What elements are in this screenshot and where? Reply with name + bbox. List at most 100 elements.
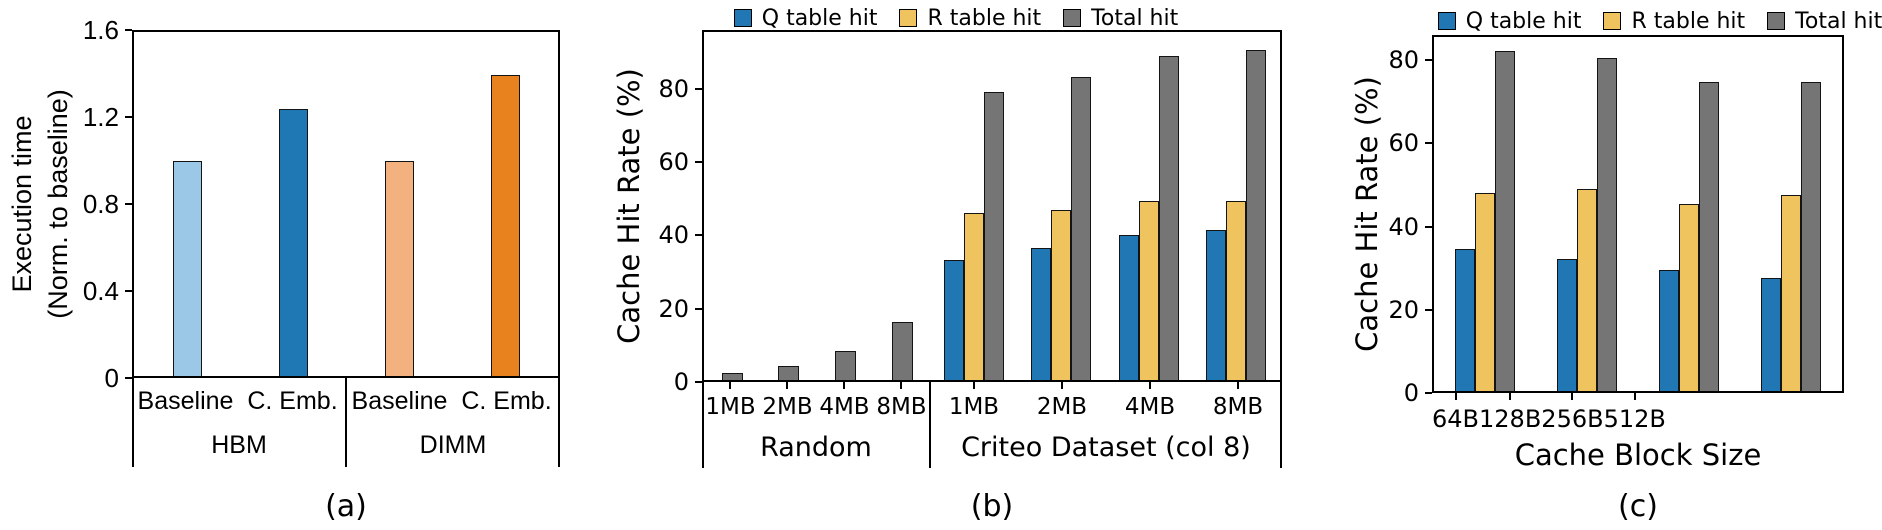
y-tick-mark bbox=[125, 29, 132, 31]
divider-line bbox=[928, 382, 931, 468]
y-tick-label: 1.6 bbox=[82, 15, 119, 45]
x-category-section: 1MB 2MB 4MB 8MB bbox=[930, 382, 1282, 420]
y-tick-mark bbox=[1425, 225, 1432, 228]
x-tick-label: 2MB bbox=[762, 394, 813, 420]
x-tick: 64B bbox=[1432, 393, 1479, 433]
group-label-hbm: HBM bbox=[211, 431, 267, 459]
bar-q-table-hit-2mb bbox=[1031, 247, 1052, 380]
category-label-row: Baseline C. Emb. Baseline C. Emb. bbox=[132, 378, 560, 424]
legend-item-total-hit: Total hit bbox=[1767, 9, 1882, 34]
y-tick-mark bbox=[1425, 142, 1432, 145]
bar-q-table-hit-1mb bbox=[944, 260, 965, 380]
y-axis-title-c: Cache Hit Rate (%) bbox=[1346, 35, 1388, 393]
bar-total-hit-1mb bbox=[721, 372, 743, 380]
plot-section-criteo-dataset-col-8 bbox=[930, 32, 1280, 380]
x-axis-title-c: Cache Block Size bbox=[1514, 438, 1762, 472]
x-tick: 4MB bbox=[816, 382, 873, 420]
x-axis-area-b: 1MB 2MB 4MB 8MB 1MB 2MB 4MB 8MB Random Criteo Da… bbox=[702, 382, 1282, 468]
y-tick-label: 0.8 bbox=[82, 189, 119, 219]
y-tick-label: 0 bbox=[1403, 379, 1419, 407]
y-tick-label: 20 bbox=[658, 294, 689, 323]
y-tick-mark bbox=[695, 381, 702, 383]
x-tick-label: 128B bbox=[1479, 405, 1542, 433]
category-label-group-hbm: Baseline C. Emb. bbox=[132, 387, 346, 416]
y-axis-c: 0 20 40 60 80 bbox=[1388, 35, 1432, 405]
y-tick-mark bbox=[1425, 308, 1432, 311]
bar-cell bbox=[134, 32, 240, 376]
x-tick-label: 512B bbox=[1603, 405, 1666, 433]
x-tick-mark bbox=[972, 382, 975, 389]
caption-c: (c) bbox=[1618, 489, 1658, 524]
bar-r-table-hit-2mb bbox=[1051, 209, 1072, 380]
category-label-group-dimm: Baseline C. Emb. bbox=[346, 387, 560, 416]
bar-total-hit-4mb bbox=[834, 351, 856, 380]
plot-section-random bbox=[704, 32, 930, 380]
bar-total-hit-4mb bbox=[1158, 55, 1179, 380]
y-tick-label: 0.4 bbox=[82, 276, 119, 306]
legend-label: Total hit bbox=[1091, 5, 1179, 31]
bar-r-table-hit-128b bbox=[1577, 189, 1597, 391]
x-category-row-b: 1MB 2MB 4MB 8MB 1MB 2MB 4MB 8MB bbox=[702, 382, 1282, 420]
bar-group-dimm bbox=[346, 32, 558, 376]
x-group-row-b: Random Criteo Dataset (col 8) bbox=[702, 432, 1282, 463]
x-category-section: 1MB 2MB 4MB 8MB bbox=[702, 382, 930, 420]
y-tick-mark bbox=[695, 87, 702, 90]
legend-label: Total hit bbox=[1795, 8, 1882, 34]
legend-swatch-total-hit bbox=[1063, 9, 1082, 27]
bar-cell-1mb bbox=[930, 32, 1017, 380]
x-axis-area-c: 64B 128B 256B 512B bbox=[1432, 393, 1844, 435]
x-tick: 1MB bbox=[702, 382, 759, 420]
x-tick-mark bbox=[1571, 393, 1574, 400]
bar-r-table-hit-1mb bbox=[964, 213, 985, 380]
caption-a: (a) bbox=[325, 489, 367, 524]
bar-total-hit-1mb bbox=[984, 91, 1005, 380]
x-tick: 8MB bbox=[873, 382, 930, 420]
y-axis-title-c-text: Cache Hit Rate (%) bbox=[1350, 76, 1385, 352]
bar-cell-128b bbox=[1536, 37, 1638, 391]
legend-item-total-hit: Total hit bbox=[1063, 6, 1178, 31]
y-tick-label: 0 bbox=[104, 363, 119, 393]
chart-panel-a: Execution time (Norm. to baseline) 0 0.4 0… bbox=[0, 0, 590, 530]
y-tick-mark bbox=[695, 307, 702, 310]
divider-line bbox=[132, 378, 134, 467]
y-tick-mark bbox=[695, 161, 702, 163]
bar-cell-2mb bbox=[761, 32, 818, 380]
y-axis-b: 0 20 40 60 80 bbox=[650, 30, 702, 394]
category-label-baseline: Baseline bbox=[351, 386, 448, 415]
legend-c: Q table hit R table hit Total hit bbox=[1437, 8, 1882, 34]
y-tick-label: 80 bbox=[1388, 45, 1419, 74]
y-tick-mark bbox=[695, 234, 702, 237]
y-tick-label: 60 bbox=[1388, 129, 1419, 158]
y-tick-label: 60 bbox=[658, 148, 689, 176]
x-tick: 4MB bbox=[1106, 382, 1194, 420]
y-axis-a: 0 0.4 0.8 1.2 1.6 bbox=[80, 17, 132, 391]
divider-line bbox=[345, 378, 347, 467]
divider-line bbox=[702, 382, 704, 468]
bar-group-hbm bbox=[134, 32, 346, 376]
y-axis-title-a-line2: (Norm. to baseline) bbox=[43, 89, 73, 319]
bar-total-hit-2mb bbox=[778, 365, 800, 380]
legend-label: R table hit bbox=[927, 5, 1042, 31]
x-group-label-random: Random bbox=[760, 432, 872, 463]
group-label-dimm: DIMM bbox=[419, 431, 487, 459]
x-tick-mark bbox=[1633, 393, 1636, 400]
bar-q-table-hit-8mb bbox=[1206, 229, 1227, 380]
bar-cell-2mb bbox=[1018, 32, 1105, 380]
bar-q-table-hit-64b bbox=[1455, 249, 1475, 391]
bar-hbm-c-emb bbox=[278, 109, 308, 376]
bar-r-table-hit-512b bbox=[1781, 195, 1801, 391]
category-label-c-emb: C. Emb. bbox=[247, 386, 338, 415]
y-tick-mark bbox=[125, 203, 132, 205]
bar-r-table-hit-64b bbox=[1475, 193, 1495, 391]
x-tick-mark bbox=[1454, 393, 1457, 400]
bar-dimm-c-emb bbox=[490, 75, 520, 376]
x-category-row-c: 64B 128B 256B 512B bbox=[1432, 393, 1844, 433]
bar-cell-8mb bbox=[874, 32, 931, 380]
y-axis-title-b-text: Cache Hit Rate (%) bbox=[612, 68, 647, 344]
bar-total-hit-128b bbox=[1597, 57, 1617, 391]
legend-swatch-r-table-hit bbox=[1603, 12, 1622, 30]
x-tick-mark bbox=[786, 382, 789, 389]
caption-b: (b) bbox=[970, 489, 1014, 524]
bar-cell bbox=[452, 32, 558, 376]
